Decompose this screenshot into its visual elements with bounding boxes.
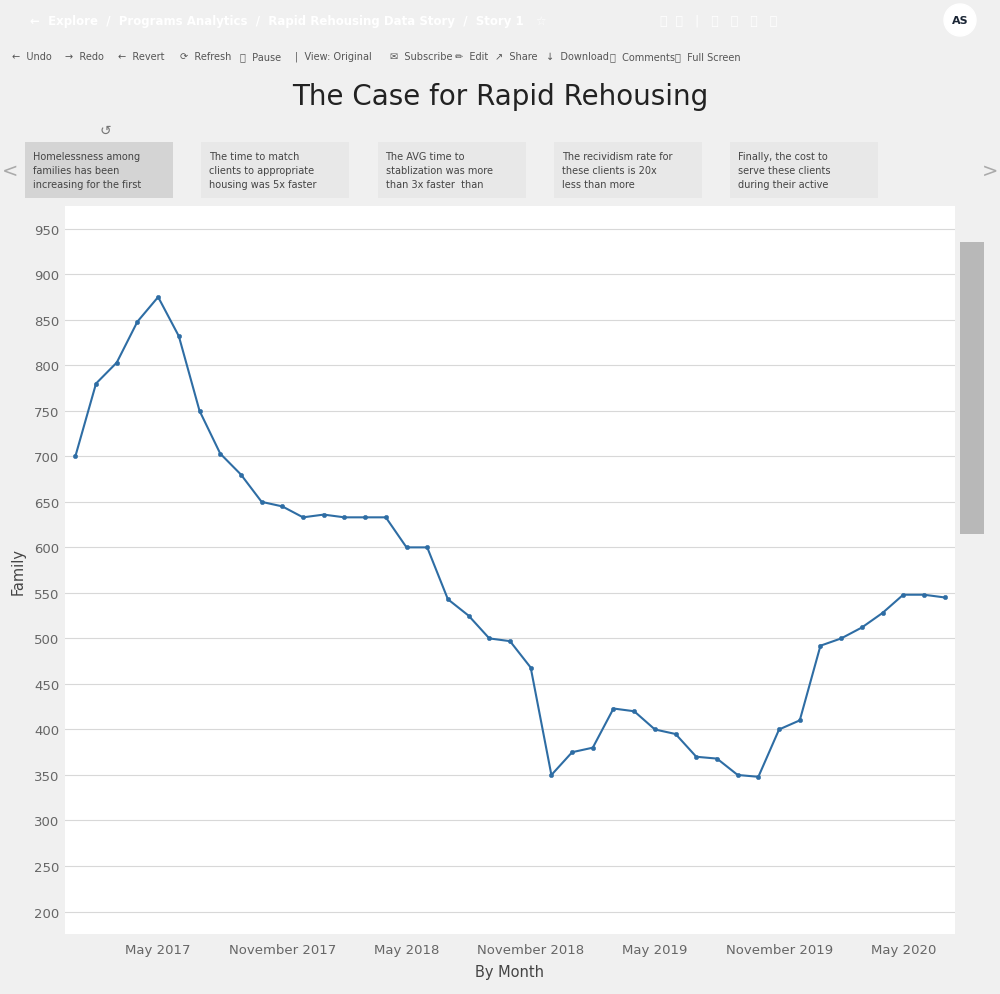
- Text: The AVG time to
stablization was more
than 3x faster  than: The AVG time to stablization was more th…: [386, 152, 492, 190]
- FancyBboxPatch shape: [960, 244, 984, 534]
- FancyBboxPatch shape: [378, 143, 526, 199]
- Text: 💬  Comments: 💬 Comments: [610, 52, 675, 62]
- Text: The recividism rate for
these clients is 20x
less than more: The recividism rate for these clients is…: [562, 152, 672, 190]
- FancyBboxPatch shape: [201, 143, 349, 199]
- Text: |  View: Original: | View: Original: [295, 52, 372, 63]
- Text: ⏸  Pause: ⏸ Pause: [240, 52, 281, 62]
- Text: ✉  Subscribe: ✉ Subscribe: [390, 52, 452, 62]
- FancyBboxPatch shape: [25, 143, 173, 199]
- Text: Finally, the cost to
serve these clients
during their active: Finally, the cost to serve these clients…: [738, 152, 830, 190]
- Text: ←  Explore  /  Programs Analytics  /  Rapid Rehousing Data Story  /  Story 1   ☆: ← Explore / Programs Analytics / Rapid R…: [30, 15, 546, 28]
- Text: ←  Undo: ← Undo: [12, 52, 52, 62]
- Text: >: >: [982, 161, 998, 180]
- Text: ⤢  Full Screen: ⤢ Full Screen: [675, 52, 741, 62]
- Text: The Case for Rapid Rehousing: The Case for Rapid Rehousing: [292, 83, 708, 111]
- Text: →  Redo: → Redo: [65, 52, 104, 62]
- FancyBboxPatch shape: [730, 143, 878, 199]
- Text: ↺: ↺: [100, 124, 112, 138]
- Text: <: <: [2, 161, 18, 180]
- Text: The time to match
clients to appropriate
housing was 5x faster: The time to match clients to appropriate…: [209, 152, 317, 190]
- Text: ←  Revert: ← Revert: [118, 52, 164, 62]
- Text: ↓  Download: ↓ Download: [546, 52, 609, 62]
- X-axis label: By Month: By Month: [476, 964, 544, 979]
- Y-axis label: Family: Family: [11, 547, 26, 594]
- Text: AS: AS: [952, 16, 968, 26]
- Circle shape: [944, 5, 976, 37]
- FancyBboxPatch shape: [554, 143, 702, 199]
- Text: Homelessness among
families has been
increasing for the first: Homelessness among families has been inc…: [33, 152, 141, 190]
- Text: ↗  Share: ↗ Share: [495, 52, 538, 62]
- Text: ✏  Edit: ✏ Edit: [455, 52, 488, 62]
- Text: ⟳  Refresh: ⟳ Refresh: [180, 52, 231, 62]
- Text: ⬜  🔒   |   🔍   📋   ❓   🔔: ⬜ 🔒 | 🔍 📋 ❓ 🔔: [660, 15, 777, 28]
